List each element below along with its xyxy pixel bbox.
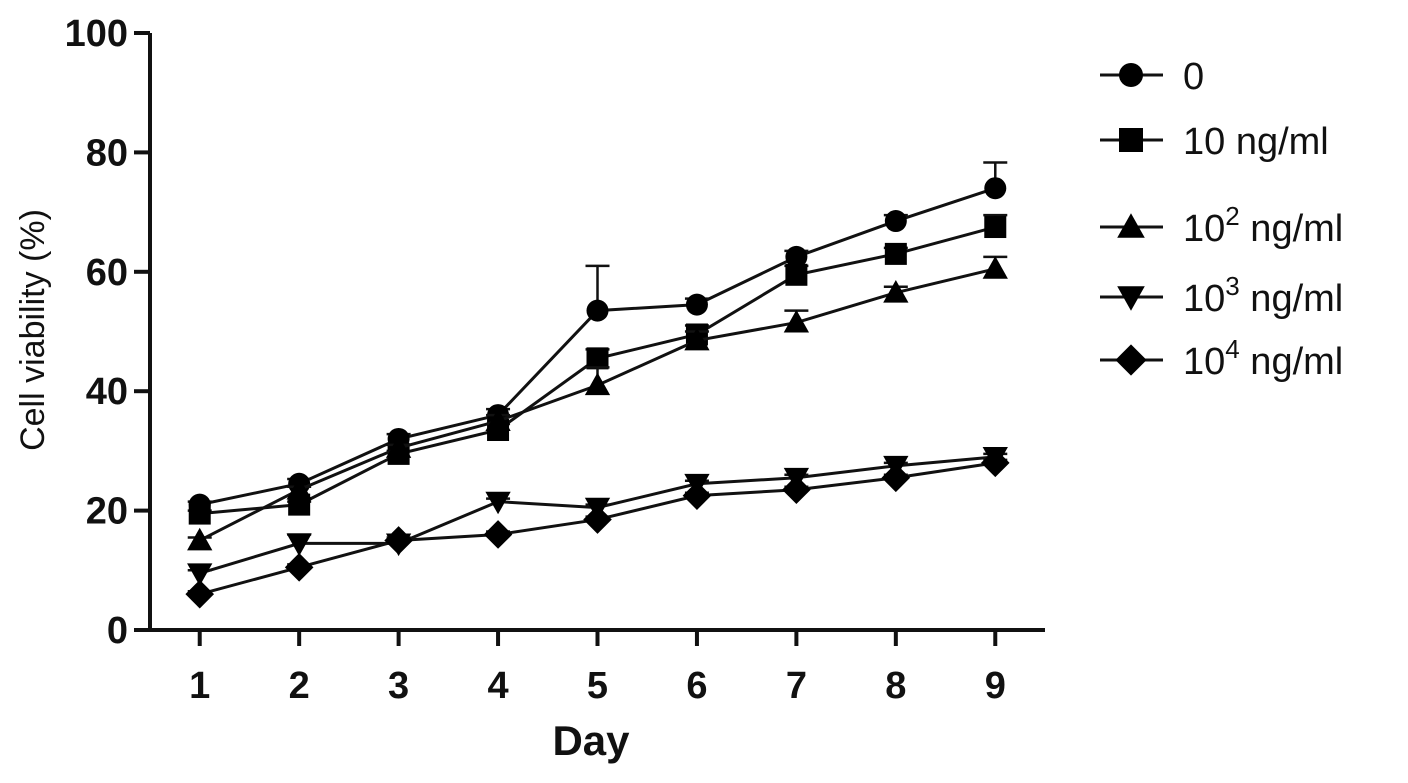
legend-marker: [1117, 286, 1145, 311]
data-point: [586, 347, 609, 370]
ticks: 0 20 40 60 80 100 1 2 3 4 5 6 7 8 9: [65, 13, 1006, 707]
data-point: [584, 372, 611, 396]
data-point: [286, 533, 312, 557]
data-point: [980, 448, 1010, 478]
data-point: [682, 481, 712, 510]
series-square: [187, 213, 1008, 525]
y-tick-label: 0: [107, 610, 128, 652]
data-point: [385, 435, 412, 458]
y-tick-label: 20: [86, 491, 128, 533]
data-point: [187, 563, 213, 586]
data-point: [785, 263, 808, 286]
data-point: [883, 280, 909, 303]
data-point: [684, 327, 710, 351]
data-point: [685, 293, 708, 316]
x-tick-label: 2: [289, 665, 310, 707]
x-axis-title: Day: [552, 717, 630, 764]
y-tick-label: 60: [86, 252, 128, 294]
x-tick-label: 5: [587, 665, 608, 707]
y-tick-label: 40: [86, 371, 128, 413]
legend-item: 0: [1100, 56, 1204, 98]
y-tick-label: 80: [86, 132, 128, 174]
legend-item: 104 ng/ml: [1100, 334, 1343, 383]
data-point: [785, 245, 808, 268]
data-point: [284, 553, 314, 582]
data-point: [185, 579, 215, 609]
data-point: [583, 505, 612, 534]
series-triangle-up: [187, 255, 1008, 551]
legend-marker: [1117, 213, 1145, 238]
x-tick-label: 4: [487, 665, 508, 707]
legend: 0 10 ng/ml 102 ng/ml 103 ng/ml 104 ng/ml: [1100, 56, 1343, 383]
x-tick-label: 9: [985, 665, 1006, 707]
x-tick-label: 3: [388, 665, 409, 707]
x-tick-label: 1: [189, 665, 210, 707]
legend-label: 102 ng/ml: [1183, 201, 1343, 250]
data-point: [485, 491, 511, 515]
axes: [148, 33, 1045, 632]
data-point: [384, 526, 413, 555]
legend-label: 10 ng/ml: [1183, 121, 1329, 163]
legend-marker: [1115, 344, 1147, 376]
data-point: [881, 463, 911, 493]
plot-area: [185, 161, 1010, 609]
data-point: [783, 309, 810, 333]
data-point: [982, 256, 1008, 279]
legend-label: 104 ng/ml: [1183, 334, 1343, 383]
x-tick-label: 7: [786, 665, 807, 707]
data-point: [286, 477, 312, 500]
legend-item: 103 ng/ml: [1100, 271, 1343, 320]
data-point: [483, 520, 513, 549]
data-point: [782, 475, 811, 505]
data-point: [188, 502, 211, 525]
data-point: [586, 299, 609, 322]
x-tick-label: 8: [885, 665, 906, 707]
data-point: [884, 210, 907, 233]
legend-marker: [1119, 63, 1143, 87]
data-point: [485, 408, 511, 431]
data-point: [984, 216, 1007, 239]
data-point: [884, 242, 907, 265]
legend-item: 10 ng/ml: [1100, 121, 1329, 163]
legend-marker: [1119, 128, 1143, 152]
y-axis-title: Cell viability (%): [14, 209, 52, 451]
legend-label: 103 ng/ml: [1183, 271, 1343, 320]
series-diamond: [185, 448, 1010, 609]
y-tick-label: 100: [65, 13, 128, 55]
series-line: [199, 186, 996, 507]
legend-label: 0: [1183, 56, 1204, 98]
legend-item: 102 ng/ml: [1100, 201, 1343, 250]
data-point: [984, 177, 1007, 200]
x-tick-label: 6: [686, 665, 707, 707]
data-point: [187, 527, 213, 551]
